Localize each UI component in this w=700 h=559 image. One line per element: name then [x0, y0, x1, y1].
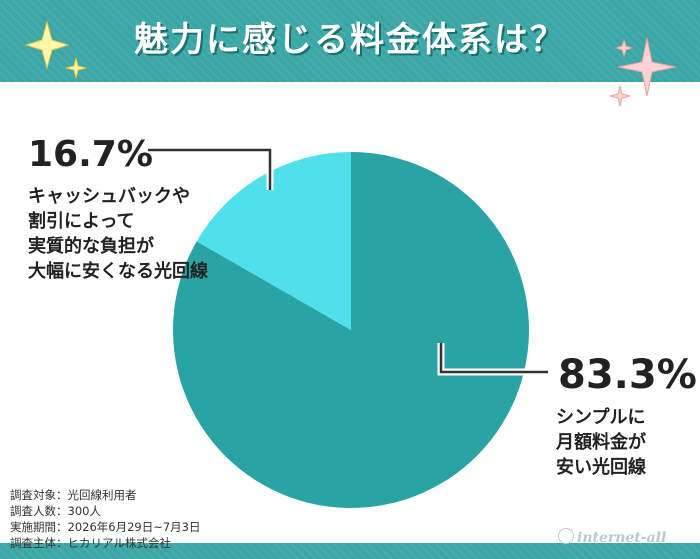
footnote-period: 実施期間：2026年6月29日~7月3日: [10, 520, 201, 534]
slice-label-small-line2: 割引によって: [28, 210, 135, 232]
footnote-target: 調査対象：光回線利用者: [10, 488, 137, 502]
slice-label-large-line2: 月額料金が: [555, 431, 646, 453]
slice-percent-large: 83.3%: [558, 352, 697, 398]
footnote-organizer: 調査主体：ヒカリアル株式会社: [10, 536, 171, 550]
pie-slice-small: [196, 152, 351, 330]
brand-logo: internet-all: [558, 528, 666, 546]
slice-label-small-line1: キャッシュバックや: [28, 186, 190, 207]
sparkle-icon: [24, 20, 87, 79]
footnote-count: 調査人数：300人: [10, 504, 101, 518]
survey-footnote: 調査対象：光回線利用者 調査人数：300人 実施期間：2026年6月29日~7月…: [10, 487, 200, 551]
globe-icon: [558, 528, 574, 544]
logo-text: internet-all: [577, 530, 667, 546]
sparkle-icon: [609, 37, 677, 107]
slice-label-small-line4: 大幅に安くなる光回線: [28, 260, 208, 282]
leader-line-small-inner: [148, 148, 272, 190]
slice-label-large-line3: 安い光回線: [556, 456, 646, 478]
pie-slices: [173, 152, 530, 508]
slice-percent-small: 16.7%: [28, 134, 153, 175]
bottom-band: [0, 543, 700, 559]
chart-title: 魅力に感じる料金体系は？: [134, 20, 566, 60]
leader-line-large-inner: [439, 343, 548, 374]
slice-label-small-line3: 実質的な負担が: [28, 235, 154, 257]
header-banner: [0, 0, 700, 82]
slice-label-large-line1: シンプルに: [556, 406, 645, 428]
